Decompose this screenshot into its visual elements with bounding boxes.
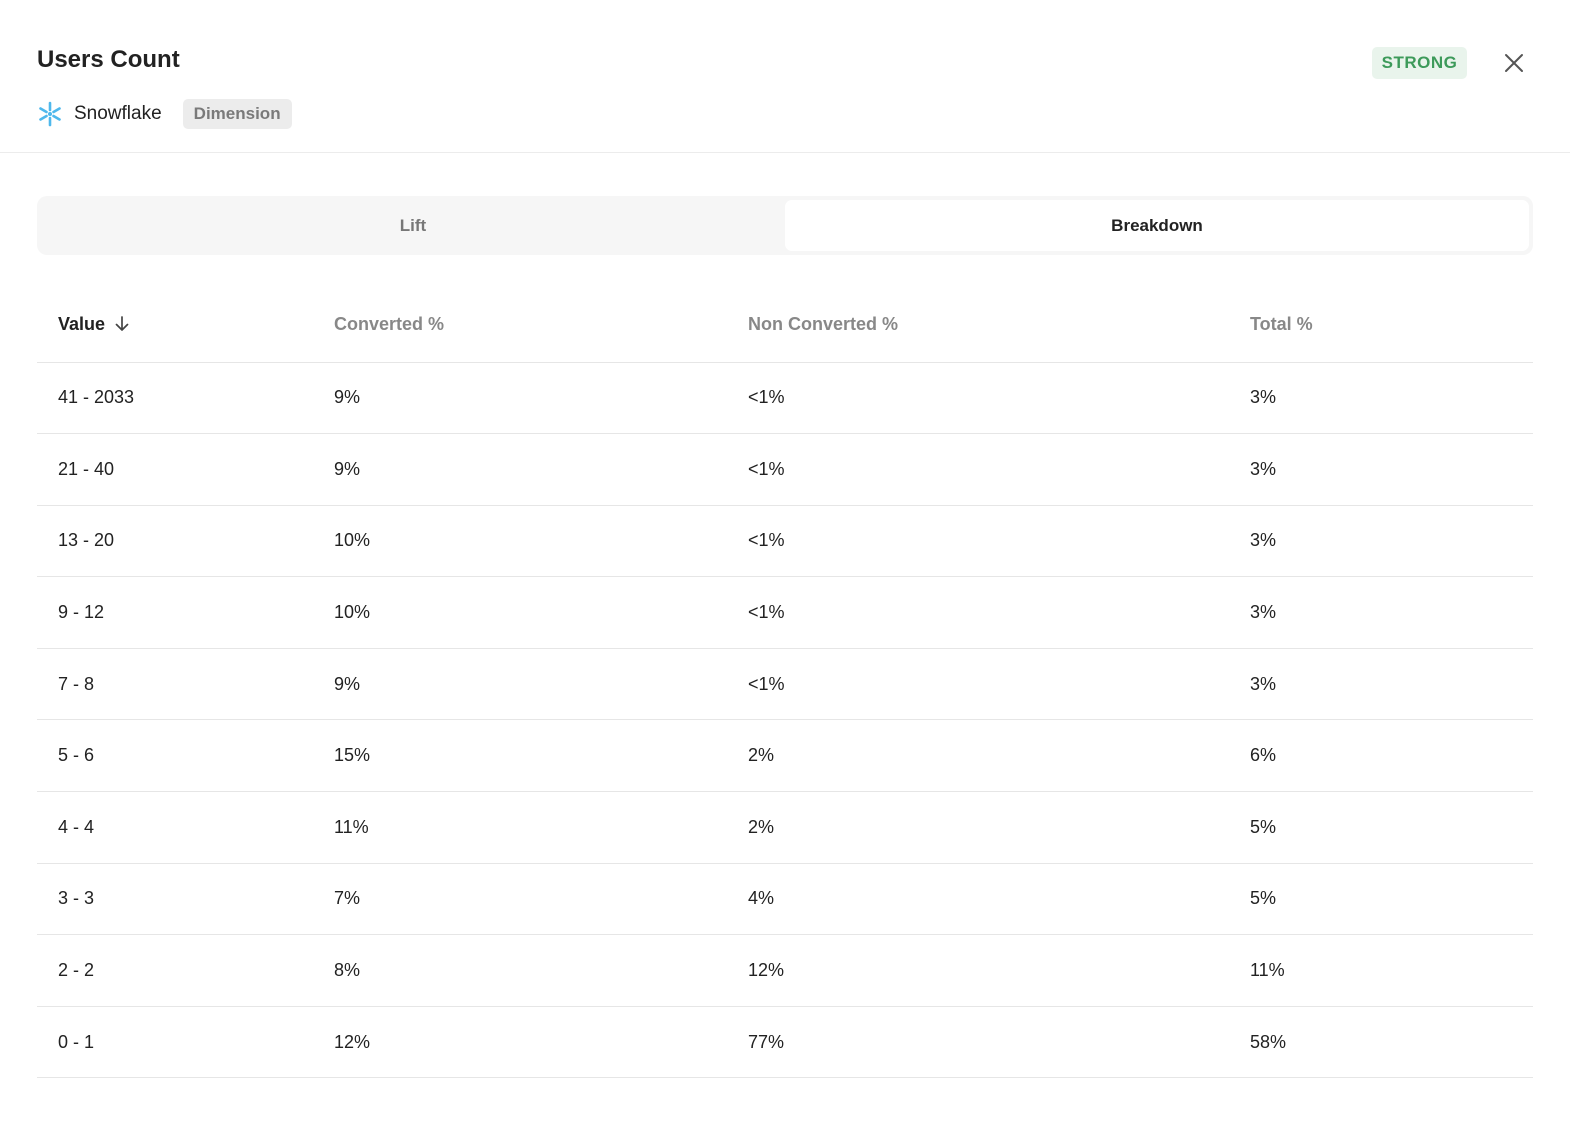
converted-cell: 12% (334, 1006, 748, 1079)
converted-cell: 15% (334, 719, 748, 793)
non-converted-cell: <1% (748, 362, 1250, 435)
column-label: Value (58, 314, 106, 335)
table-row: 21 - 40 9% <1% 3% (37, 433, 1533, 506)
arrow-down-icon (115, 316, 129, 332)
value-cell: 41 - 2033 (37, 362, 334, 435)
value-cell: 9 - 12 (37, 576, 334, 649)
tab-bar: Lift Breakdown (37, 196, 1533, 255)
table-row: 5 - 6 15% 2% 6% (37, 719, 1533, 793)
total-cell: 5% (1250, 863, 1533, 936)
type-badge: Dimension (182, 99, 292, 129)
total-cell: 3% (1250, 576, 1533, 649)
panel-header: Users Count Snowflake Dimension STRONG (0, 0, 1570, 153)
total-cell: 3% (1250, 648, 1533, 721)
value-cell: 21 - 40 (37, 433, 334, 506)
table-row: 41 - 2033 9% <1% 3% (37, 362, 1533, 435)
table-row: 9 - 12 10% <1% 3% (37, 576, 1533, 649)
converted-cell: 9% (334, 362, 748, 435)
converted-cell: 10% (334, 576, 748, 649)
table-row: 0 - 1 12% 77% 58% (37, 1006, 1533, 1079)
converted-cell: 8% (334, 934, 748, 1007)
column-header-converted[interactable]: Converted % (334, 288, 748, 363)
table-row: 13 - 20 10% <1% 3% (37, 505, 1533, 578)
column-header-non-converted[interactable]: Non Converted % (748, 288, 1250, 363)
value-cell: 7 - 8 (37, 648, 334, 721)
value-cell: 4 - 4 (37, 791, 334, 864)
column-header-total[interactable]: Total % (1250, 288, 1533, 363)
value-cell: 13 - 20 (37, 505, 334, 578)
converted-cell: 9% (334, 433, 748, 506)
breakdown-table: Value Converted % Non Converted % Total … (37, 288, 1533, 1079)
panel-title: Users Count (37, 46, 180, 73)
table-row: 2 - 2 8% 12% 11% (37, 934, 1533, 1007)
value-cell: 0 - 1 (37, 1006, 334, 1079)
total-cell: 3% (1250, 362, 1533, 435)
table-row: 7 - 8 9% <1% 3% (37, 648, 1533, 721)
source-name: Snowflake (74, 103, 162, 124)
converted-cell: 9% (334, 648, 748, 721)
non-converted-cell: 2% (748, 791, 1250, 864)
non-converted-cell: <1% (748, 505, 1250, 578)
close-icon[interactable] (1500, 49, 1528, 77)
tab-lift[interactable]: Lift (399, 215, 427, 235)
table-row: 4 - 4 11% 2% 5% (37, 791, 1533, 864)
converted-cell: 11% (334, 791, 748, 864)
value-cell: 5 - 6 (37, 719, 334, 793)
total-cell: 3% (1250, 433, 1533, 506)
tab-breakdown[interactable]: Breakdown (785, 200, 1529, 251)
non-converted-cell: 4% (748, 863, 1250, 936)
total-cell: 5% (1250, 791, 1533, 864)
column-header-value[interactable]: Value (37, 288, 334, 363)
converted-cell: 10% (334, 505, 748, 578)
total-cell: 6% (1250, 719, 1533, 793)
non-converted-cell: 12% (748, 934, 1250, 1007)
strength-badge: STRONG (1372, 47, 1467, 79)
total-cell: 11% (1250, 934, 1533, 1007)
value-cell: 3 - 3 (37, 863, 334, 936)
value-cell: 2 - 2 (37, 934, 334, 1007)
total-cell: 3% (1250, 505, 1533, 578)
source-row: Snowflake Dimension (37, 99, 292, 129)
non-converted-cell: <1% (748, 576, 1250, 649)
converted-cell: 7% (334, 863, 748, 936)
table-row: 3 - 3 7% 4% 5% (37, 863, 1533, 936)
non-converted-cell: <1% (748, 433, 1250, 506)
non-converted-cell: 77% (748, 1006, 1250, 1079)
snowflake-icon (39, 101, 61, 127)
table-header-row: Value Converted % Non Converted % Total … (37, 288, 1533, 363)
total-cell: 58% (1250, 1006, 1533, 1079)
non-converted-cell: <1% (748, 648, 1250, 721)
non-converted-cell: 2% (748, 719, 1250, 793)
